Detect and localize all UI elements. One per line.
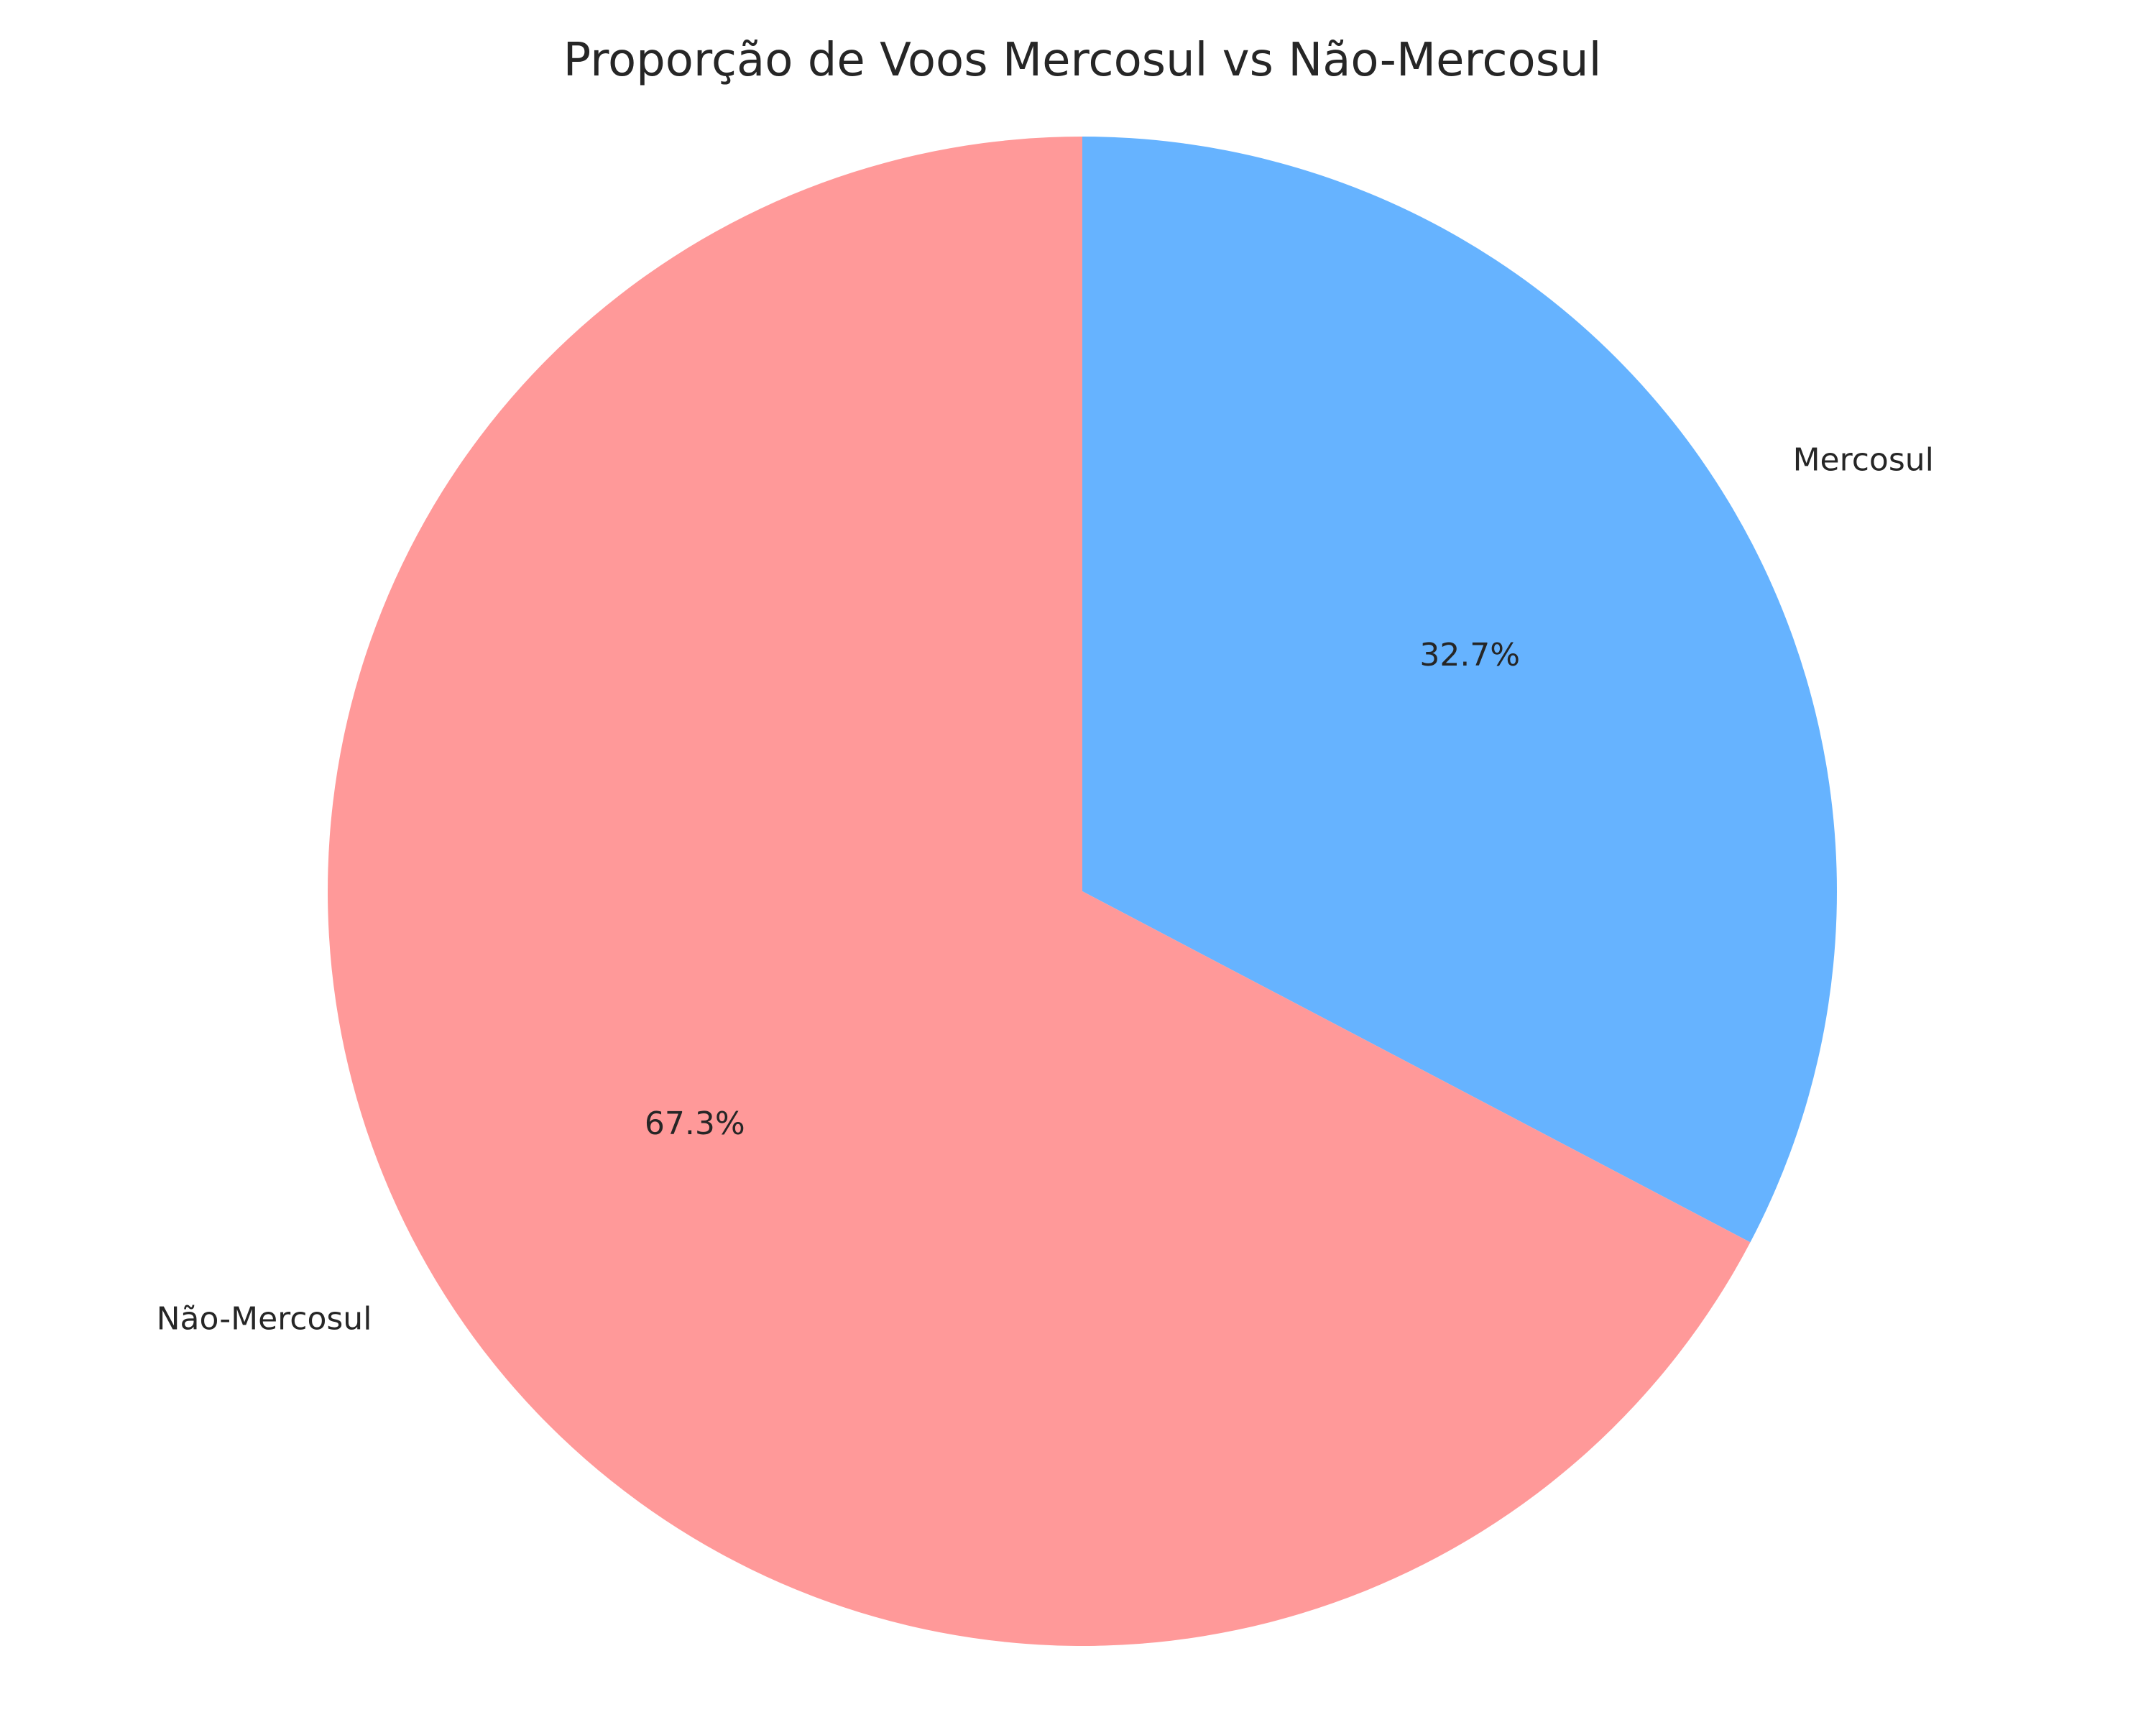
pie-slice-nao-mercosul bbox=[328, 137, 1751, 1646]
slice-label-nao-mercosul: Não-Mercosul bbox=[157, 1300, 372, 1337]
pie-labels: Mercosul 32.7% Não-Mercosul 67.3% bbox=[157, 442, 1934, 1338]
chart-title: Proporção de Voos Mercosul vs Não-Mercos… bbox=[563, 34, 1602, 87]
pct-label-mercosul: 32.7% bbox=[1419, 637, 1520, 673]
pie-slices bbox=[328, 137, 1837, 1646]
pie-slice-mercosul bbox=[1082, 137, 1837, 1243]
slice-label-mercosul: Mercosul bbox=[1793, 442, 1934, 479]
pct-label-nao-mercosul: 67.3% bbox=[645, 1105, 745, 1142]
